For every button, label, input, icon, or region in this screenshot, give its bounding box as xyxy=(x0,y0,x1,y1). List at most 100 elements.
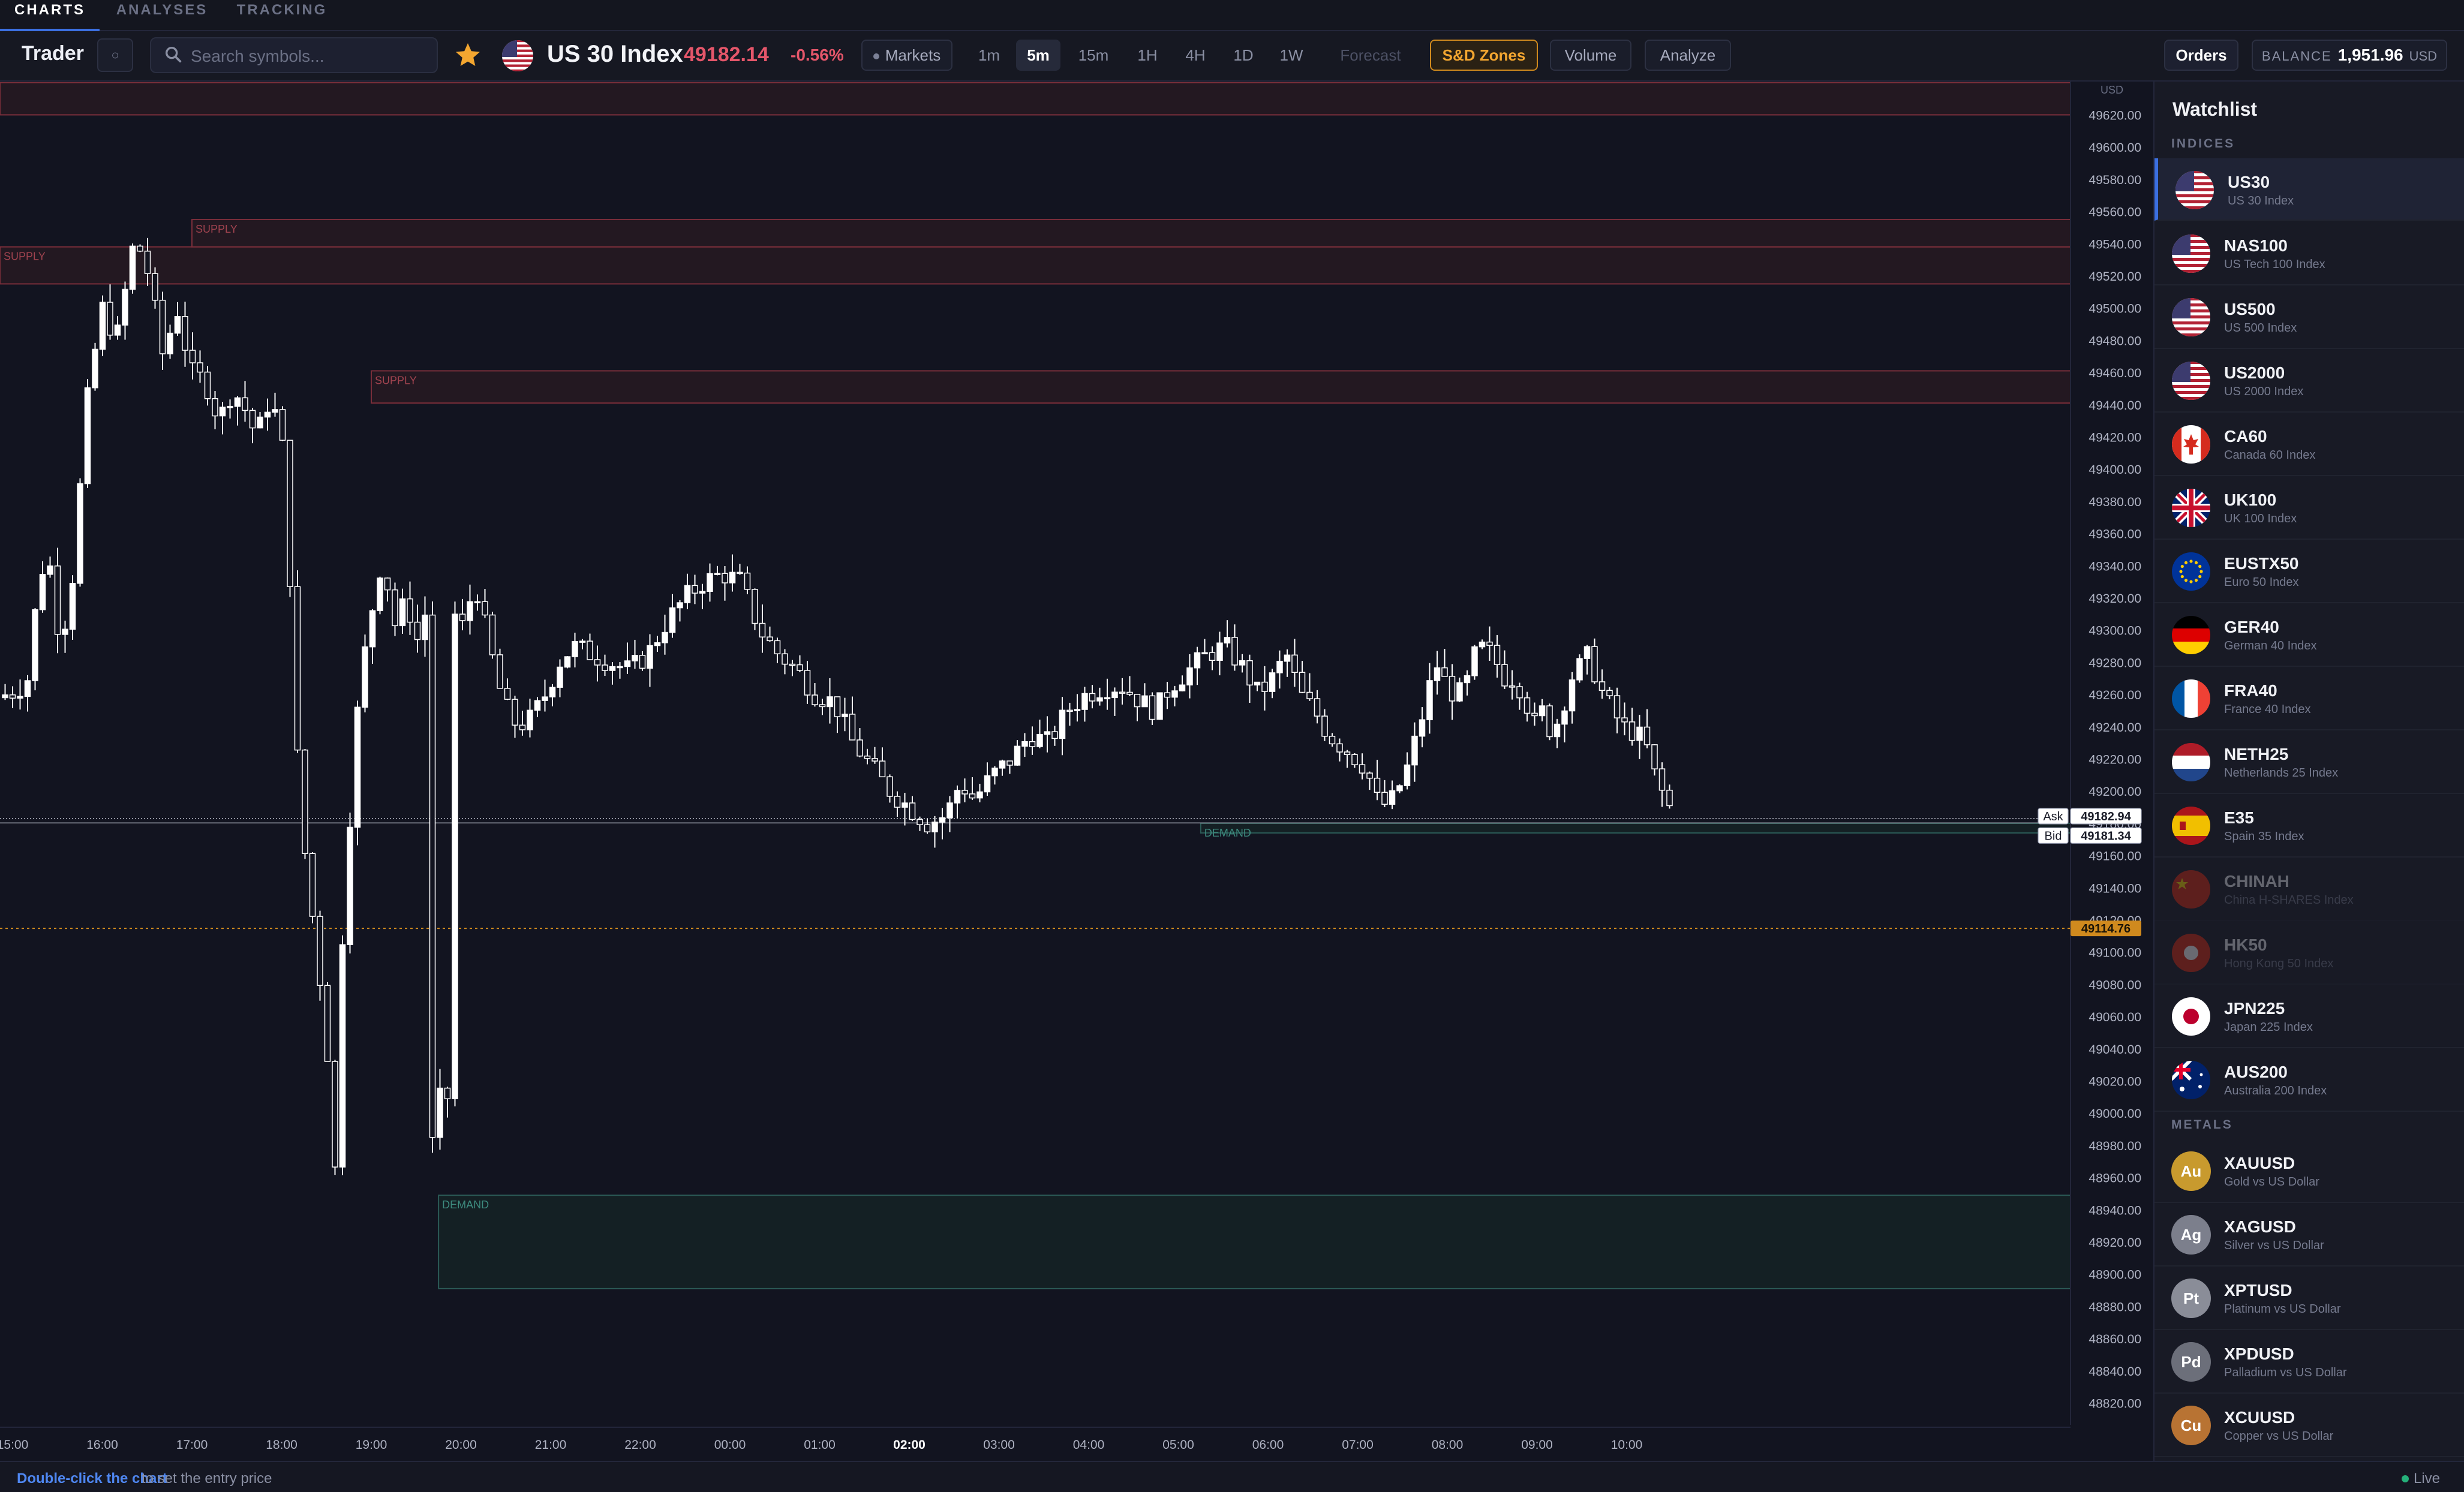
watchlist-item-xpdusd[interactable]: Pd XPDUSD Palladium vs US Dollar xyxy=(2155,1330,2464,1394)
watchlist-item-xauusd[interactable]: Au XAUUSD Gold vs US Dollar xyxy=(2155,1139,2464,1203)
timeframe-1h[interactable]: 1H xyxy=(1137,46,1158,64)
candle-body xyxy=(1546,705,1553,738)
sd-zones-button[interactable]: S&D Zones xyxy=(1430,40,1538,71)
platinum-icon: Pt xyxy=(2171,1279,2211,1318)
tab-tracking[interactable]: TRACKING xyxy=(236,2,327,18)
markets-button[interactable]: Markets xyxy=(861,40,952,71)
watchlist-item-hk50[interactable]: HK50 Hong Kong 50 Index xyxy=(2155,921,2464,985)
y-tick-label: 49380.00 xyxy=(2089,495,2141,509)
watchlist-item-nas100[interactable]: NAS100 US Tech 100 Index xyxy=(2155,222,2464,285)
candle-body xyxy=(946,802,953,819)
candle-body xyxy=(1329,736,1336,745)
candle-body xyxy=(1643,726,1651,745)
candle-body xyxy=(1164,692,1171,698)
candle-body xyxy=(722,573,728,583)
candle-body xyxy=(407,598,413,623)
watchlist-item-uk100[interactable]: UK100 UK 100 Index xyxy=(2155,476,2464,540)
candle-body xyxy=(399,598,406,627)
orders-button[interactable]: Orders xyxy=(2164,40,2238,71)
timeframe-1w[interactable]: 1W xyxy=(1279,46,1303,64)
candle-body xyxy=(542,696,548,701)
search-box[interactable] xyxy=(150,37,438,73)
watchlist-item-xcuusd[interactable]: Cu XCUUSD Copper vs US Dollar xyxy=(2155,1394,2464,1457)
timeframe-1d[interactable]: 1D xyxy=(1233,46,1254,64)
demand-zone-4 xyxy=(1200,822,2071,834)
watchlist-item-ca60[interactable]: CA60 Canada 60 Index xyxy=(2155,413,2464,476)
status-bar: Double-click the chart to set the entry … xyxy=(0,1461,2464,1492)
candle-body xyxy=(1216,642,1223,661)
candle-body xyxy=(1029,741,1036,747)
candle-body xyxy=(976,791,983,799)
watchlist-item-fra40[interactable]: FRA40 France 40 Index xyxy=(2155,667,2464,730)
candle-body xyxy=(1486,641,1493,646)
candle-body xyxy=(1021,741,1028,747)
watchlist-item-us2000[interactable]: US2000 US 2000 Index xyxy=(2155,349,2464,413)
search-input[interactable] xyxy=(190,46,426,67)
timeframe-5m[interactable]: 5m xyxy=(1016,40,1060,71)
y-tick-label: 49400.00 xyxy=(2089,463,2141,477)
candle-body xyxy=(519,724,526,730)
watchlist-symbol: US30 xyxy=(2228,173,2270,191)
bid-label: Bid xyxy=(2045,829,2062,843)
candle-body xyxy=(69,582,76,630)
tab-analyses[interactable]: ANALYSES xyxy=(116,2,208,18)
forecast-button[interactable]: Forecast xyxy=(1340,46,1401,64)
watchlist-description: German 40 Index xyxy=(2224,639,2317,652)
watchlist-item-neth25[interactable]: NETH25 Netherlands 25 Index xyxy=(2155,730,2464,794)
watchlist-item-us500[interactable]: US500 US 500 Index xyxy=(2155,285,2464,349)
candle-body xyxy=(1321,715,1328,737)
candle-body xyxy=(39,574,46,610)
settings-button[interactable]: ○ xyxy=(97,38,133,72)
balance-label: BALANCE xyxy=(2261,49,2332,64)
candle-body xyxy=(32,609,38,681)
watchlist-item-xagusd[interactable]: Ag XAGUSD Silver vs US Dollar xyxy=(2155,1203,2464,1267)
candle-body xyxy=(1351,754,1358,765)
candle-body xyxy=(377,577,383,612)
candle-body xyxy=(189,350,196,363)
timeframe-1m[interactable]: 1m xyxy=(978,46,1000,64)
hint-action: Double-click the chart xyxy=(17,1470,167,1487)
candle-body xyxy=(1224,637,1231,643)
watchlist-section-label: METALS xyxy=(2171,1118,2233,1132)
candle-body xyxy=(1194,652,1201,669)
favorite-star-icon[interactable] xyxy=(453,41,482,70)
candle-body xyxy=(804,670,811,696)
y-tick-label: 49420.00 xyxy=(2089,431,2141,445)
candle-body xyxy=(362,646,368,708)
price-chart[interactable]: SUPPLY SUPPLY SUPPLY DEMAND DEMAND USD 49620.… xyxy=(0,82,2153,1461)
candle-body xyxy=(527,709,533,730)
timeframe-15m[interactable]: 15m xyxy=(1078,46,1109,64)
candle-body xyxy=(227,405,233,408)
candle-body xyxy=(2,694,8,699)
volume-button[interactable]: Volume xyxy=(1550,40,1631,71)
entry-price-tag[interactable]: 49114.76 xyxy=(2081,922,2131,935)
candlestick-chart[interactable]: SUPPLY SUPPLY SUPPLY DEMAND DEMAND USD 49620.… xyxy=(0,82,2153,1461)
candle-body xyxy=(819,704,826,708)
y-tick-label: 49480.00 xyxy=(2089,334,2141,348)
watchlist-item-eustx50[interactable]: EUSTX50 Euro 50 Index xyxy=(2155,540,2464,603)
tab-charts[interactable]: CHARTS xyxy=(0,0,100,32)
timeframe-4h[interactable]: 4H xyxy=(1185,46,1206,64)
watchlist-item-us30[interactable]: US30 US 30 Index xyxy=(2155,158,2464,221)
candle-body xyxy=(879,760,886,778)
watchlist-item-jpn225[interactable]: JPN225 Japan 225 Index xyxy=(2155,985,2464,1048)
supply-zone-1 xyxy=(0,246,2071,285)
analyze-button[interactable]: Analyze xyxy=(1645,40,1731,71)
candle-body xyxy=(557,666,563,688)
candle-body xyxy=(564,656,571,668)
candle-body xyxy=(77,483,83,584)
markets-label: Markets xyxy=(885,46,941,64)
y-tick-label: 49060.00 xyxy=(2089,1010,2141,1024)
watchlist-symbol: NETH25 xyxy=(2224,745,2289,763)
candle-body xyxy=(1464,675,1471,684)
watchlist-item-aus200[interactable]: AUS200 Australia 200 Index xyxy=(2155,1048,2464,1112)
candle-body xyxy=(1621,717,1628,723)
watchlist-item-ger40[interactable]: GER40 German 40 Index xyxy=(2155,603,2464,667)
candle-body xyxy=(1104,697,1111,700)
candle-body xyxy=(1314,698,1321,717)
watchlist-item-xptusd[interactable]: Pt XPTUSD Platinum vs US Dollar xyxy=(2155,1267,2464,1330)
y-tick-label: 49600.00 xyxy=(2089,141,2141,155)
watchlist-item-chinah[interactable]: CHINAH China H-SHARES Index xyxy=(2155,858,2464,921)
watchlist-item-e35[interactable]: E35 Spain 35 Index xyxy=(2155,794,2464,858)
candle-body xyxy=(174,316,181,334)
